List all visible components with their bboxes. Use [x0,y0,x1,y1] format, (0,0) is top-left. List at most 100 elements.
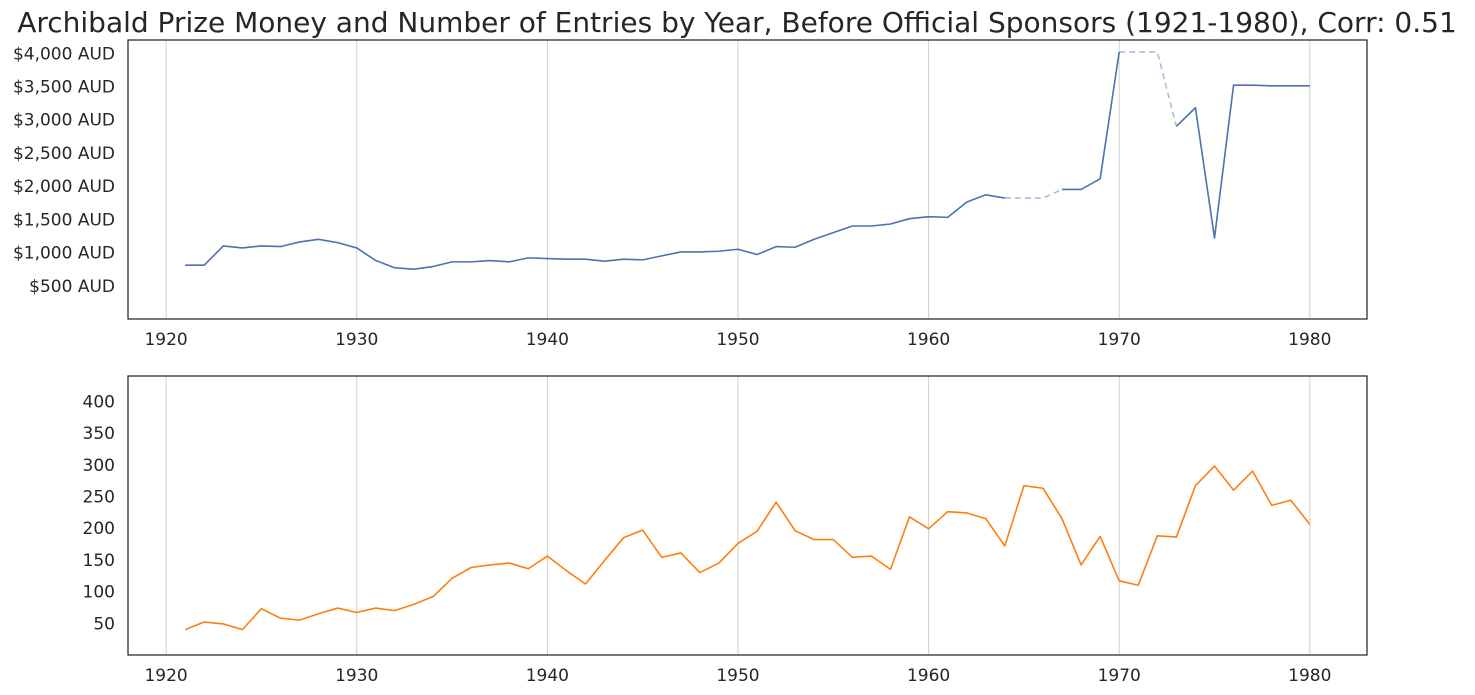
prize-money-point [1080,188,1082,190]
prize-money-point [1175,125,1177,127]
entries-point [1194,484,1196,486]
entries-point [203,621,205,623]
entries-point [241,628,243,630]
prize-money-point [699,251,701,253]
entries-point [508,562,510,564]
prize-money-point [622,258,624,260]
entries-point [1061,517,1063,519]
prize-money-point [508,261,510,263]
entries-point [889,568,891,570]
entries-point [966,512,968,514]
prize-money-point [775,245,777,247]
prize-money-point [241,247,243,249]
entries-y-tick-label: 300 [83,456,115,476]
entries-series-line [184,465,1311,631]
prize-money-point [489,259,491,261]
entries-point [470,566,472,568]
entries-point [260,608,262,610]
prize-money-point [1232,84,1234,86]
prize-money-series-line [185,193,1005,270]
entries-point [1004,545,1006,547]
entries-point [699,571,701,573]
prize-money-x-tick-label: 1920 [144,330,187,350]
entries-y-tick-label: 150 [83,551,115,571]
entries-point [184,628,186,630]
prize-money-point [927,216,929,218]
prize-money-point [1194,107,1196,109]
prize-money-x-tick-label: 1960 [907,330,950,350]
entries-point [641,529,643,531]
entries-point [1175,536,1177,538]
entries-point [451,577,453,579]
entries-point [927,528,929,530]
prize-money-point [889,223,891,225]
prize-money-point [260,245,262,247]
entries-point [1251,470,1253,472]
entries-x-tick-label: 1930 [335,666,378,686]
prize-money-point [565,258,567,260]
entries-point [432,595,434,597]
entries-x-tick-label: 1950 [716,666,759,686]
entries-point [394,609,396,611]
prize-money-point [375,259,377,261]
prize-money-point [680,251,682,253]
entries-point [794,530,796,532]
prize-money-point [1309,85,1311,87]
prize-money-point [1251,84,1253,86]
entries-point [279,617,281,619]
prize-money-point [1004,197,1006,199]
entries-x-tick-label: 1940 [526,666,569,686]
entries-point [413,603,415,605]
entries-point [985,517,987,519]
prize-money-axes-frame [127,39,1368,320]
entries-y-tick-label: 250 [83,487,115,507]
entries-point [603,559,605,561]
prize-money-y-tick-label: $1,000 AUD [13,244,115,264]
prize-money-point [813,238,815,240]
entries-point [1213,465,1215,467]
entries-point [1232,489,1234,491]
prize-money-x-tick-label: 1930 [335,330,378,350]
entries-point [832,538,834,540]
prize-money-point [1099,178,1101,180]
entries-x-tick-label: 1920 [144,666,187,686]
prize-money-point [451,261,453,263]
entries-point [222,623,224,625]
entries-point [527,568,529,570]
prize-money-y-tick-label: $500 AUD [29,277,115,297]
prize-money-point [527,257,529,259]
prize-money-y-tick-label: $2,000 AUD [13,177,115,197]
entries-point [1137,584,1139,586]
entries-y-tick-label: 50 [93,614,115,634]
prize-money-point [908,217,910,219]
prize-money-y-tick-label: $3,000 AUD [13,111,115,131]
prize-money-point [946,216,948,218]
prize-money-panel: 1920 1930 1940 1950 1960 1970 1980 $500 AUD $1,0… [13,39,1368,350]
prize-money-point [1118,51,1120,53]
entries-point [756,530,758,532]
prize-money-gap-line [1119,51,1178,127]
entries-point [718,562,720,564]
prize-money-gap-line [1004,188,1063,199]
entries-point [1099,535,1101,537]
entries-point [1309,523,1311,525]
entries-y-tick-label: 100 [83,583,115,603]
entries-point [489,564,491,566]
prize-money-point [641,259,643,261]
prize-money-point [584,258,586,260]
entries-point [851,556,853,558]
prize-money-point [279,245,281,247]
prize-money-point [966,201,968,203]
entries-point [584,583,586,585]
entries-point [546,555,548,557]
prize-money-point [1290,85,1292,87]
prize-money-y-tick-label: $3,500 AUD [13,78,115,98]
prize-money-x-tick-label: 1940 [526,330,569,350]
entries-point [1156,535,1158,537]
entries-x-tick-label: 1960 [907,666,950,686]
prize-money-point [413,268,415,270]
entries-y-tick-label: 400 [83,392,115,412]
entries-point [661,556,663,558]
prize-money-point [1061,188,1063,190]
